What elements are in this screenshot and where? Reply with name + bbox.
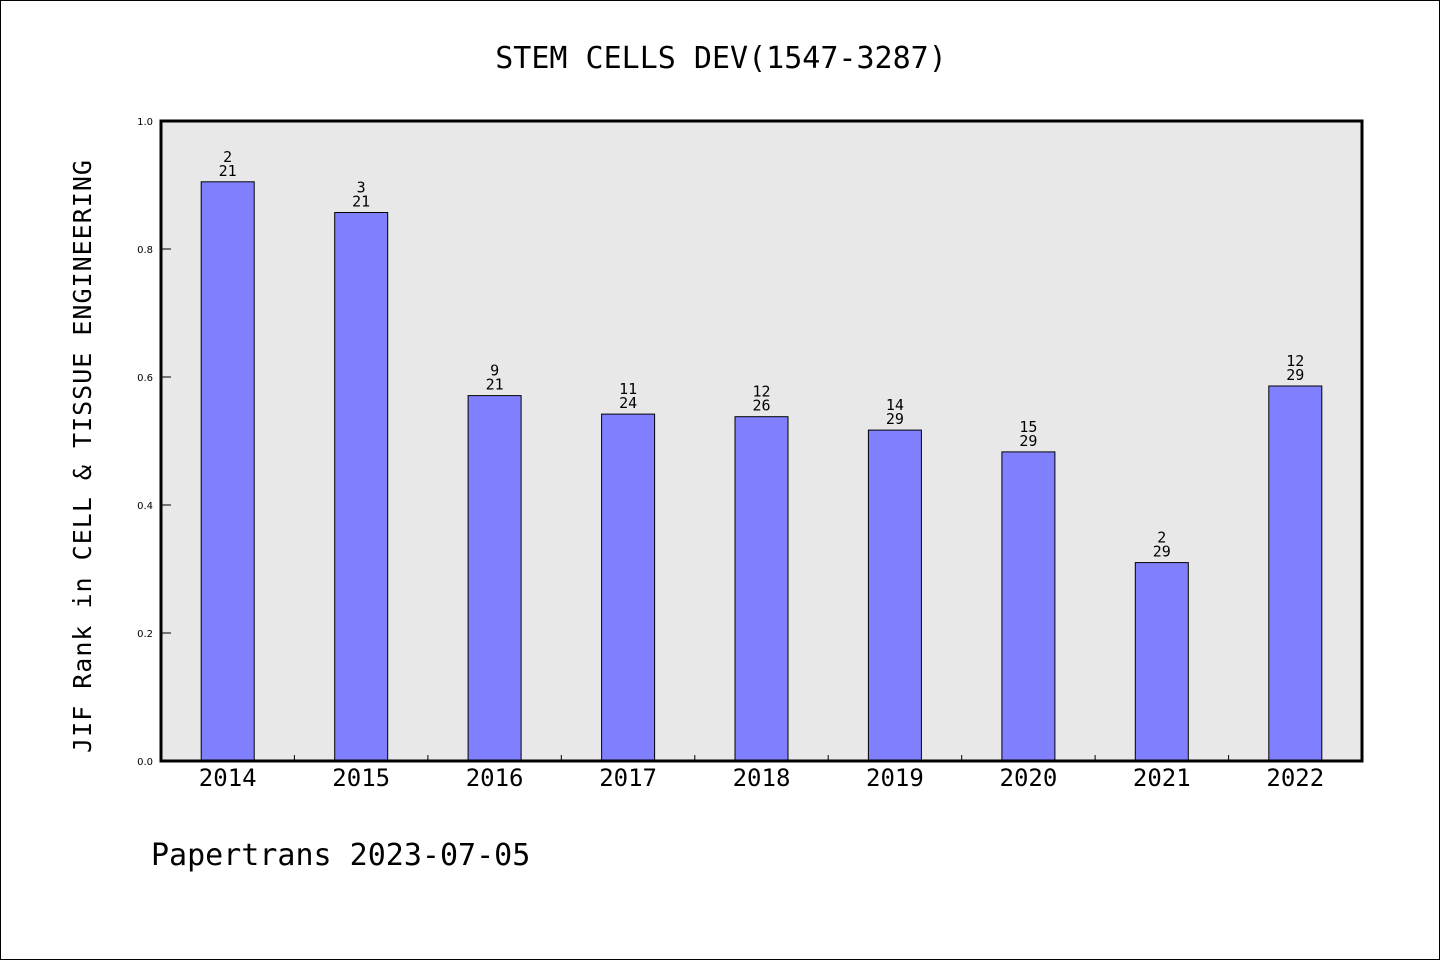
- y-tick-label-0.8: 0.8: [137, 245, 153, 256]
- bar-2017: [601, 413, 656, 762]
- bar-rank-label-2020: 15: [1019, 418, 1037, 436]
- y-tick-label-1.0: 1.0: [137, 117, 153, 128]
- x-axis-ticks: 2014 2015 2016 2017 2018 2019 2020 2021 2022: [199, 755, 1324, 792]
- bar-total-label-2017: 24: [619, 394, 637, 412]
- x-tick-label-2016: 2016: [466, 764, 524, 792]
- bar-2021: [1134, 562, 1189, 762]
- bar-total-label-2016: 21: [486, 376, 504, 394]
- bar-2019: [867, 429, 922, 762]
- bar-2016: [467, 395, 522, 762]
- bars-group: [200, 181, 1323, 762]
- y-tick-label-0.6: 0.6: [137, 373, 153, 384]
- bar-rank-label-2019: 14: [886, 396, 904, 414]
- y-tick-label-0.2: 0.2: [137, 629, 153, 640]
- bar-2022: [1268, 385, 1323, 762]
- x-tick-label-2020: 2020: [1000, 764, 1058, 792]
- bar-total-label-2022: 29: [1286, 366, 1304, 384]
- bar-2015: [334, 212, 389, 762]
- x-tick-label-2021: 2021: [1133, 764, 1191, 792]
- bar-2014: [200, 181, 255, 762]
- bar-total-label-2015: 21: [352, 193, 370, 211]
- x-tick-label-2018: 2018: [733, 764, 791, 792]
- x-tick-label-2019: 2019: [866, 764, 924, 792]
- bar-total-label-2014: 21: [219, 162, 237, 180]
- x-tick-label-2017: 2017: [599, 764, 657, 792]
- bar-2018: [734, 416, 789, 762]
- bar-total-label-2019: 29: [886, 410, 904, 428]
- x-tick-label-2022: 2022: [1266, 764, 1324, 792]
- y-axis-label: JIF Rank in CELL & TISSUE ENGINEERING: [68, 159, 97, 753]
- bar-rank-label-2016: 9: [490, 362, 499, 380]
- footer-text: Papertrans 2023-07-05: [151, 838, 530, 873]
- bar-total-label-2021: 29: [1153, 543, 1171, 561]
- bar-2020: [1001, 451, 1056, 762]
- chart-title: STEM CELLS DEV(1547-3287): [495, 41, 947, 76]
- bar-total-label-2020: 29: [1019, 432, 1037, 450]
- plot-border: [159, 119, 1364, 763]
- bar-rank-label-2022: 12: [1286, 352, 1304, 370]
- bar-rank-label-2017: 11: [619, 380, 637, 398]
- bar-rank-label-2015: 3: [357, 179, 366, 197]
- y-axis-ticks: 0.0 0.2 0.4 0.6 0.8 1.0: [137, 117, 171, 768]
- bar-rank-label-2018: 12: [752, 383, 770, 401]
- bar-total-label-2018: 26: [752, 397, 770, 415]
- bar-rank-label-2014: 2: [223, 148, 232, 166]
- x-tick-label-2014: 2014: [199, 764, 257, 792]
- bar-rank-label-2021: 2: [1157, 529, 1166, 547]
- y-tick-label-0.4: 0.4: [137, 501, 153, 512]
- y-tick-label-0.0: 0.0: [137, 757, 153, 768]
- x-tick-label-2015: 2015: [332, 764, 390, 792]
